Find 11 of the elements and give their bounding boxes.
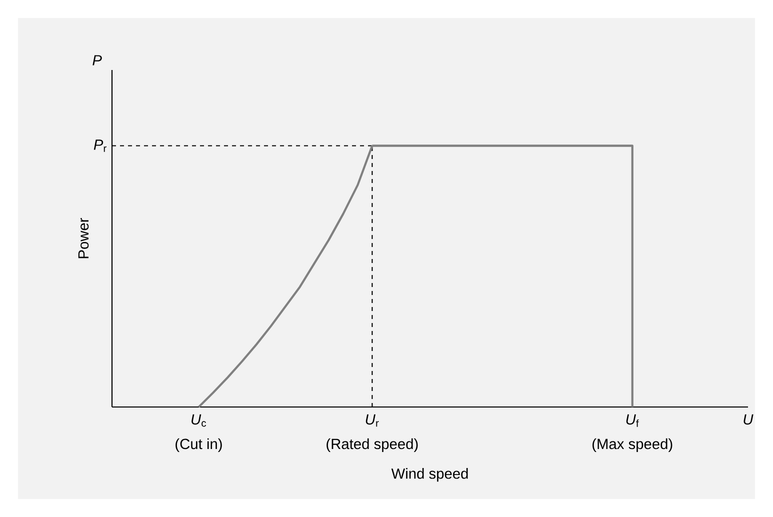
ref-line-label: P$_{r}$ — [94, 140, 106, 152]
x-tick-label: U — [744, 414, 754, 425]
x-axis-title: Wind speed — [391, 468, 468, 482]
x-tick-label: U$_{c}$ — [192, 414, 206, 427]
y-axis-title: Power — [78, 218, 89, 258]
x-tick-label: U$_{r}$ — [366, 414, 379, 427]
text: (Rated speed) — [326, 438, 418, 452]
text: P — [92, 55, 102, 66]
x-tick-label: U$_{f}$ — [626, 414, 639, 427]
text: (Cut in) — [176, 438, 222, 452]
text: (Max speed) — [592, 438, 672, 452]
